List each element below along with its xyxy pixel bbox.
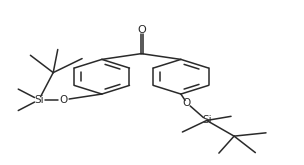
Text: Si: Si (34, 95, 44, 105)
Text: O: O (137, 25, 146, 35)
Text: O: O (60, 95, 68, 105)
Text: Si: Si (202, 115, 212, 125)
Text: O: O (183, 98, 191, 108)
